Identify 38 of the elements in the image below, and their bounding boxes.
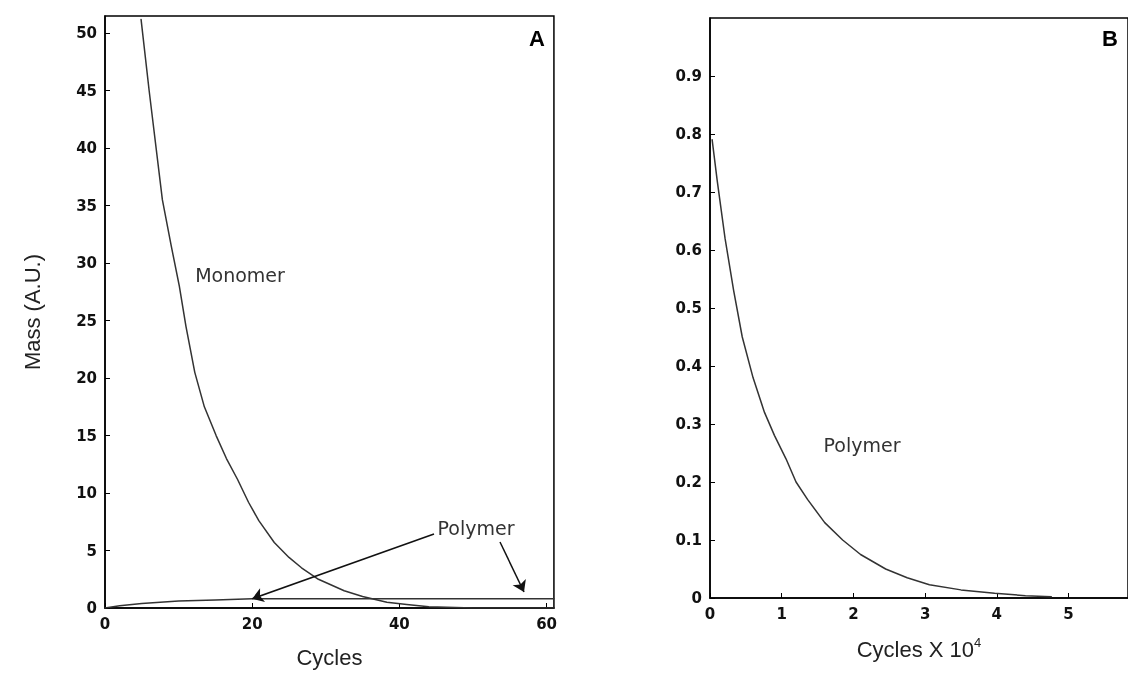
x-tick-label: 4 [991, 604, 1003, 623]
x-tick-label: 1 [776, 604, 787, 623]
y-tick-label: 10 [76, 484, 97, 503]
y-tick-label: 0.6 [675, 241, 702, 259]
annotation: Polymer [437, 517, 515, 539]
x-tick-label: 0 [99, 614, 111, 633]
y-tick-label: 0.7 [675, 183, 702, 201]
y-tick-label: 25 [76, 311, 97, 330]
y-tick-label: 0.1 [675, 531, 702, 549]
y-tick-label: 20 [76, 369, 97, 388]
y-axis-title: Mass (A.U.) [19, 253, 45, 371]
x-tick-label: 3 [919, 604, 931, 623]
annotation: B [1102, 25, 1118, 51]
x-tick-label: 0 [704, 604, 716, 623]
y-tick-label: 35 [76, 196, 97, 215]
y-tick-label: 0.3 [675, 415, 702, 433]
y-tick-label: 0.9 [675, 67, 702, 85]
y-tick-label: 0.4 [675, 357, 702, 375]
y-tick-label: 30 [76, 254, 97, 273]
x-tick-label: 60 [536, 614, 557, 633]
y-tick-label: 15 [76, 426, 97, 445]
y-tick-label: 40 [76, 139, 97, 158]
y-tick-label: 0.8 [675, 125, 702, 143]
y-tick-label: 0 [691, 589, 702, 607]
y-tick-label: 5 [86, 541, 97, 560]
y-tick-label: 0.2 [675, 473, 702, 491]
x-tick-label: 40 [388, 614, 410, 633]
y-tick-label: 50 [76, 24, 97, 43]
y-tick-label: 0.5 [675, 299, 702, 317]
annotation: A [529, 25, 546, 51]
x-tick-label: 2 [848, 604, 859, 623]
annotation: Monomer [195, 264, 286, 286]
x-tick-label: 20 [241, 614, 263, 633]
x-axis-title: Cycles [296, 644, 363, 670]
y-tick-label: 45 [76, 81, 97, 100]
annotation: Polymer [823, 434, 901, 456]
line-series [711, 139, 1053, 598]
x-tick-label: 5 [1063, 604, 1074, 623]
